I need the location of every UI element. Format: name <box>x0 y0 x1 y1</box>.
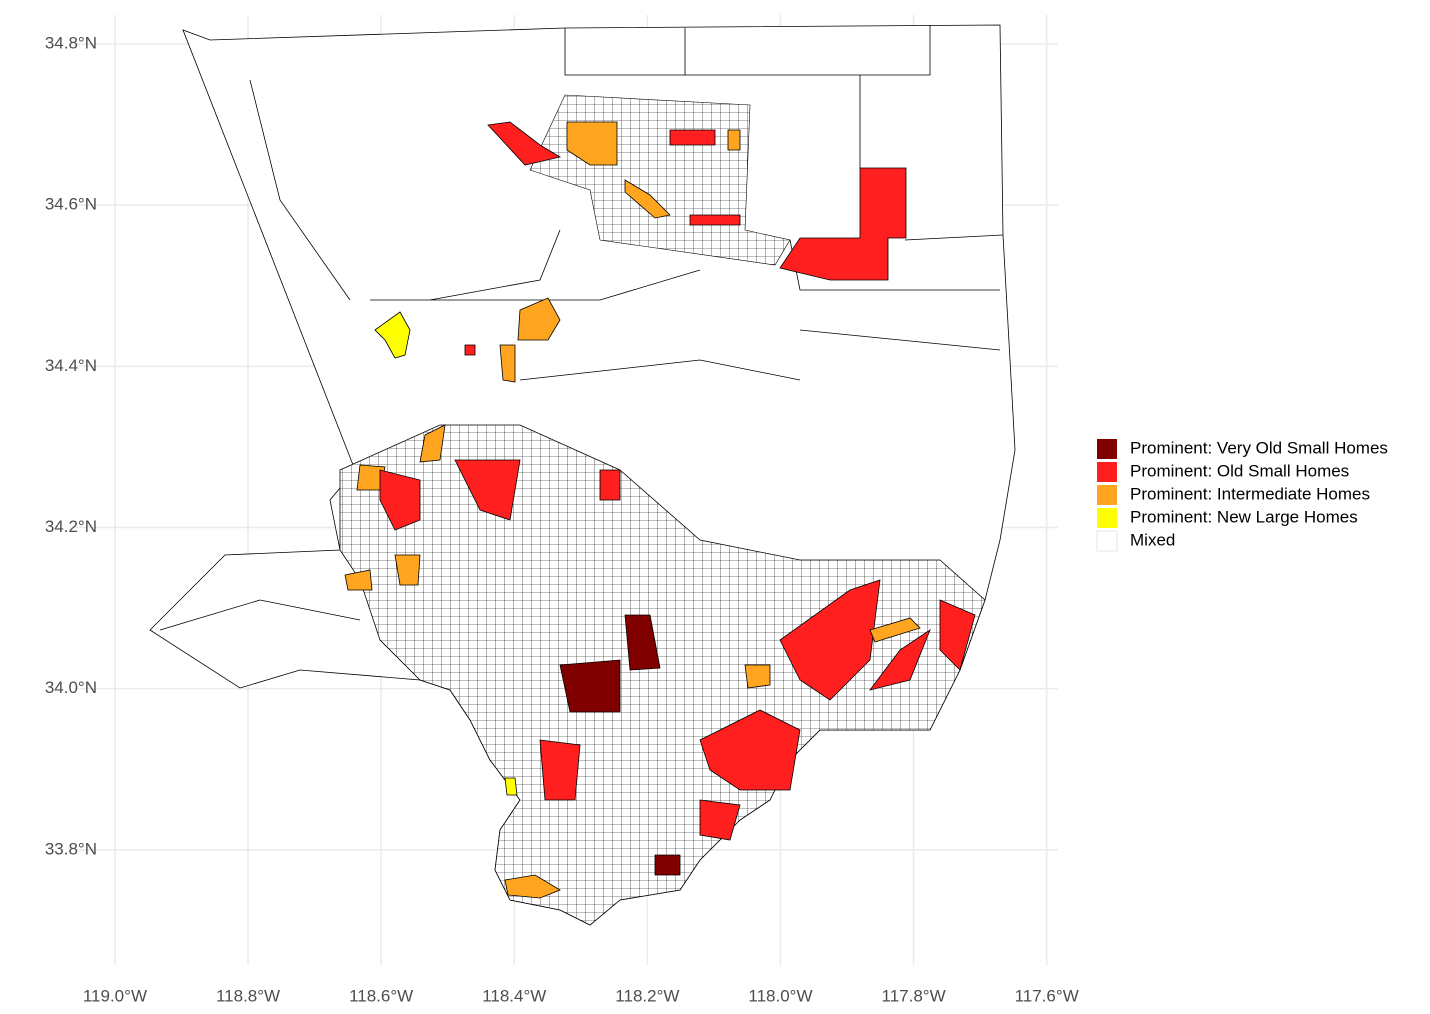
x-tick-label: 118.0°W <box>748 986 812 1005</box>
legend-swatch <box>1097 439 1117 459</box>
tract <box>654 854 681 876</box>
x-tick-label: 118.6°W <box>349 986 413 1005</box>
tract <box>869 628 931 691</box>
tract <box>779 579 881 701</box>
legend-label: Mixed <box>1130 530 1175 549</box>
legend-label: Prominent: New Large Homes <box>1130 507 1358 526</box>
tract <box>689 214 741 226</box>
map <box>149 24 1016 926</box>
tract <box>419 424 446 463</box>
region-lines <box>159 25 1004 631</box>
tract <box>504 874 561 899</box>
y-tick-label: 34.8°N <box>45 33 97 52</box>
x-tick-label: 119.0°W <box>83 986 147 1005</box>
legend: Prominent: Very Old Small Homes Prominent… <box>1096 438 1388 552</box>
legend-label: Prominent: Intermediate Homes <box>1130 484 1370 503</box>
tract <box>744 664 771 689</box>
tract <box>559 659 621 713</box>
tract <box>394 554 421 586</box>
legend-swatch <box>1097 508 1117 528</box>
tract <box>517 297 561 341</box>
x-tick-label: 118.8°W <box>216 986 280 1005</box>
tract <box>344 569 373 591</box>
axes: 119.0°W 118.8°W 118.6°W 118.4°W 118.2°W 118.0… <box>45 33 1079 1005</box>
tract <box>454 459 521 521</box>
legend-swatch <box>1096 530 1118 552</box>
tract <box>624 614 661 671</box>
tract <box>539 739 581 801</box>
tract <box>374 311 411 359</box>
tract <box>699 709 801 791</box>
tract <box>499 344 516 383</box>
tract <box>504 777 518 796</box>
tract <box>624 179 671 219</box>
tract <box>939 599 976 671</box>
tract <box>869 617 921 643</box>
tract <box>599 469 621 501</box>
legend-swatch <box>1097 485 1117 505</box>
dense-tracts <box>339 424 986 926</box>
tract <box>487 121 562 166</box>
legend-label: Prominent: Very Old Small Homes <box>1130 438 1388 457</box>
x-tick-label: 117.6°W <box>1015 986 1079 1005</box>
x-tick-label: 117.8°W <box>882 986 946 1005</box>
legend-label: Prominent: Old Small Homes <box>1130 461 1349 480</box>
y-tick-label: 34.0°N <box>45 678 97 697</box>
tract <box>779 167 907 281</box>
tract <box>669 129 716 146</box>
x-tick-label: 118.4°W <box>482 986 546 1005</box>
tract <box>379 469 421 531</box>
y-tick-label: 34.6°N <box>45 195 97 214</box>
legend-swatch <box>1097 462 1117 482</box>
x-tick-label: 118.2°W <box>615 986 679 1005</box>
tract <box>464 344 476 356</box>
y-tick-label: 34.2°N <box>45 517 97 536</box>
tract <box>566 121 618 166</box>
y-tick-label: 33.8°N <box>45 839 97 858</box>
tract <box>727 129 741 151</box>
tract <box>699 799 741 841</box>
y-tick-label: 34.4°N <box>45 356 97 375</box>
